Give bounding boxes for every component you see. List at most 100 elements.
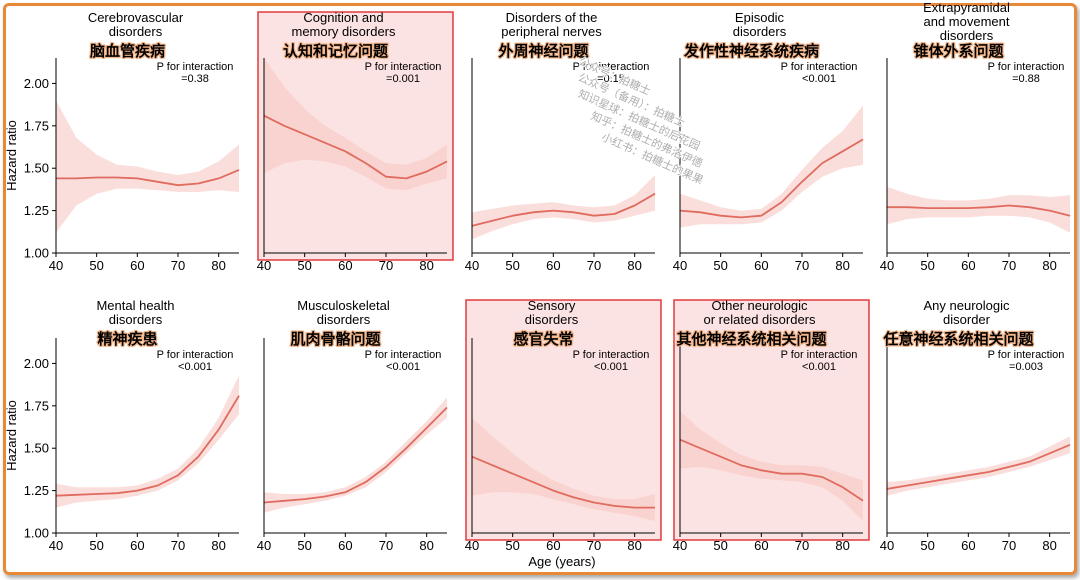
panel-title-cn: 外周神经问题	[497, 42, 589, 60]
confidence-band	[472, 175, 655, 240]
panel-6: 40 50 60 70 80 1.00 1.25 1.50 1.75 2.00 Hazard rat…	[4, 298, 240, 553]
panel-title-cn: 发作性神经系统疾病	[683, 42, 819, 60]
hazard-ratio-line	[471, 455, 655, 509]
x-tick-label: 70	[171, 538, 185, 553]
panel-title-en: disorders	[109, 24, 163, 39]
panel-title-en: Sensory	[528, 298, 576, 313]
panel-title-en: Any neurologic	[924, 298, 1010, 313]
panel-title-en: Episodic	[735, 10, 785, 25]
x-tick-label: 60	[961, 258, 975, 273]
p-interaction-label: P for interaction	[365, 61, 442, 73]
x-tick-label: 60	[130, 538, 144, 553]
x-tick-label: 40	[49, 538, 63, 553]
x-tick-label: 50	[297, 258, 311, 273]
x-tick-label: 70	[171, 258, 185, 273]
hazard-ratio-line	[263, 406, 448, 504]
panel-title-en: disorders	[940, 28, 994, 43]
p-interaction-label: P for interaction	[988, 61, 1065, 73]
x-tick-label: 40	[673, 538, 687, 553]
hazard-ratio-line	[55, 395, 240, 497]
panel-title-en: Cerebrovascular	[88, 10, 184, 25]
x-tick-label: 50	[89, 538, 103, 553]
panel-title-cn: 任意神经系统相关问题	[882, 330, 1034, 348]
panel-title-en: peripheral nerves	[501, 24, 602, 39]
panel-title-en: Mental health	[96, 298, 174, 313]
x-tick-label: 50	[713, 538, 727, 553]
p-interaction-value: =0.15	[597, 73, 625, 85]
x-tick-label: 40	[673, 258, 687, 273]
x-tick-label: 40	[49, 258, 63, 273]
p-interaction-value: <0.001	[178, 361, 212, 373]
x-tick-label: 70	[587, 258, 601, 273]
hazard-ratio-line	[263, 114, 448, 180]
y-tick-label: 1.50	[24, 441, 49, 456]
hazard-ratio-line	[679, 438, 864, 502]
panel-title-cn: 脑血管疾病	[90, 42, 165, 60]
p-interaction-value: <0.001	[386, 361, 420, 373]
p-interaction-label: P for interaction	[157, 349, 234, 361]
panel-title-cn: 锥体外系问题	[913, 42, 1004, 60]
y-tick-label: 1.75	[24, 398, 49, 413]
hazard-ratio-line	[471, 192, 656, 227]
p-interaction-value: =0.001	[386, 73, 420, 85]
panel-title-cn: 认知和记忆问题	[283, 42, 389, 60]
hazard-ratio-line	[887, 204, 1071, 217]
y-tick-label: 1.25	[24, 203, 49, 218]
x-tick-label: 60	[546, 538, 560, 553]
panel-title-en: disorders	[733, 24, 787, 39]
y-tick-label: 2.00	[24, 356, 49, 371]
x-tick-label: 80	[835, 258, 849, 273]
y-axis-label: Hazard ratio	[4, 120, 19, 191]
x-tick-label: 60	[961, 538, 975, 553]
x-tick-label: 80	[419, 538, 433, 553]
x-tick-label: 80	[627, 538, 641, 553]
panel-title-en: Extrapyramidal	[923, 0, 1010, 15]
panel-title-cn: 精神疾患	[97, 330, 157, 348]
x-tick-label: 60	[754, 258, 768, 273]
y-tick-label: 1.00	[24, 246, 49, 261]
x-tick-label: 70	[1002, 538, 1016, 553]
y-tick-label: 2.00	[24, 76, 49, 91]
panel-title-en: Other neurologic	[711, 298, 808, 313]
p-interaction-label: P for interaction	[781, 349, 858, 361]
x-tick-label: 40	[880, 258, 894, 273]
y-tick-label: 1.00	[24, 526, 49, 541]
x-tick-label: 50	[920, 538, 934, 553]
panel-title-en: or related disorders	[704, 312, 816, 327]
confidence-band	[887, 436, 1070, 496]
y-tick-label: 1.25	[24, 483, 49, 498]
x-tick-label: 40	[257, 258, 271, 273]
x-tick-label: 70	[1002, 258, 1016, 273]
x-tick-label: 60	[130, 258, 144, 273]
p-interaction-label: P for interaction	[365, 349, 442, 361]
x-tick-label: 40	[465, 258, 479, 273]
x-axis-label: Age (years)	[528, 554, 595, 569]
panel-title-en: memory disorders	[291, 24, 396, 39]
confidence-band	[887, 186, 1070, 233]
x-tick-label: 80	[419, 258, 433, 273]
panel-title-en: Musculoskeletal	[297, 298, 390, 313]
confidence-band	[680, 410, 863, 522]
y-tick-label: 1.50	[24, 161, 49, 176]
p-interaction-label: P for interaction	[573, 61, 650, 73]
confidence-band	[264, 397, 447, 513]
x-tick-label: 80	[1042, 258, 1056, 273]
panel-title-cn: 感官失常	[513, 330, 573, 348]
x-tick-label: 50	[505, 538, 519, 553]
panel-title-en: Disorders of the	[506, 10, 598, 25]
x-tick-label: 80	[835, 538, 849, 553]
p-interaction-value: <0.001	[802, 361, 836, 373]
panel-title-en: disorders	[525, 312, 579, 327]
panel-title-en: disorders	[317, 312, 371, 327]
x-tick-label: 60	[338, 258, 352, 273]
panel-1: 40 50 60 70 80 1.00 1.25 1.50 1.75 2.00 Hazard rat…	[4, 10, 240, 273]
x-tick-label: 40	[257, 538, 271, 553]
panel-title-en: Cognition and	[303, 10, 383, 25]
